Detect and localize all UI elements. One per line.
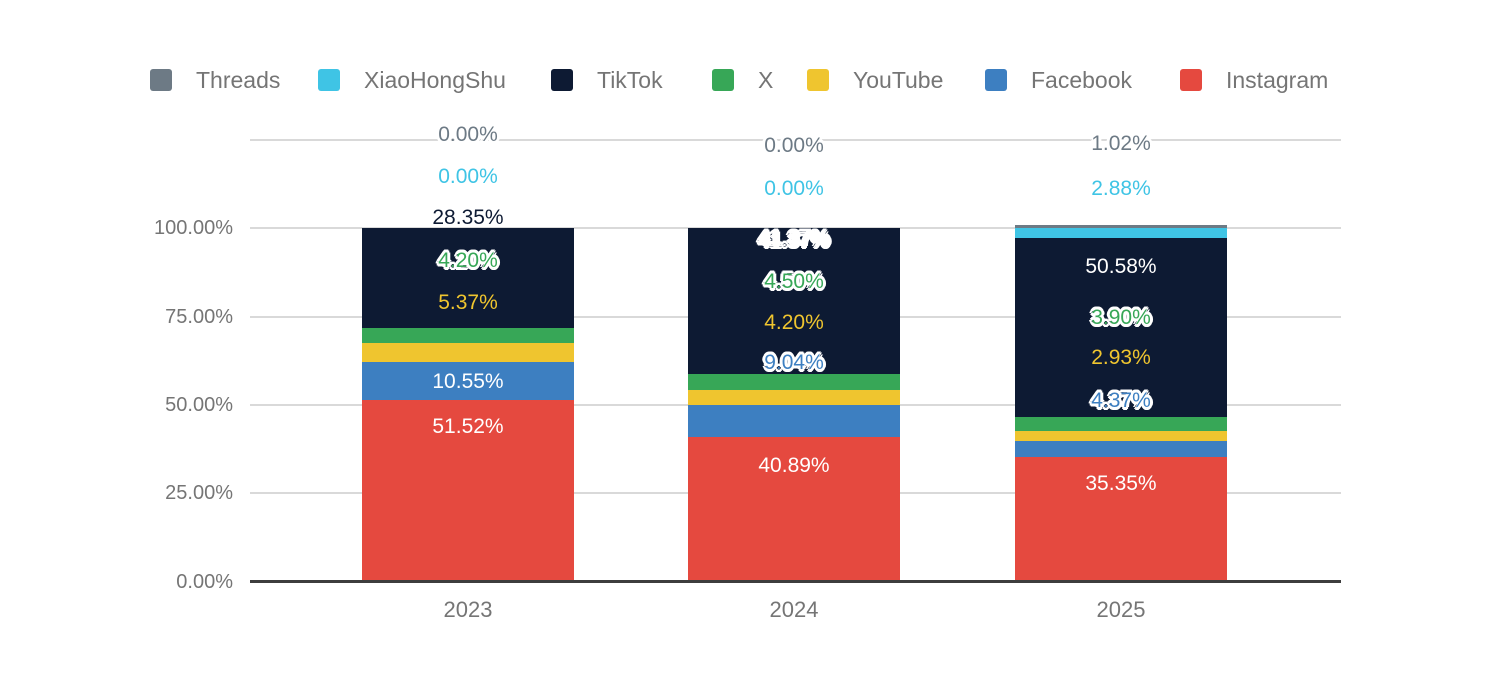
x-axis-label-2025: 2025 [1096,597,1146,622]
legend-label-threads: Threads [196,66,281,93]
data-label-2023-youtube: 5.37% [438,291,498,314]
legend-label-tiktok: TikTok [597,66,663,93]
data-label-2024-x: 4.50% [764,270,824,293]
legend-item-facebook[interactable]: Facebook [985,67,1132,93]
data-label-2025-youtube: 2.93% [1091,346,1151,369]
y-tick-label-100: 100.00% [154,217,233,240]
data-label-2025-threads: 1.02% [1091,132,1151,155]
bar-2024-segment-tiktok[interactable] [688,228,900,375]
data-label-2024-tiktok: 41.37% [758,228,830,251]
gridline-125 [250,139,1341,141]
data-label-2024-threads: 0.00% [764,134,824,157]
legend-swatch-x-icon [712,69,734,91]
legend-label-youtube: YouTube [853,66,944,93]
bar-2023-segment-facebook[interactable] [362,362,574,400]
legend-item-tiktok[interactable]: TikTok [551,67,663,93]
bar-2025-segment-x[interactable] [1015,417,1227,431]
data-label-2024-instagram: 40.89% [758,454,830,477]
bar-2024-segment-x[interactable] [688,374,900,391]
legend-label-xiaohongshu: XiaoHongShu [364,66,506,93]
bar-2025-segment-facebook[interactable] [1015,441,1227,457]
legend-swatch-youtube-icon [807,69,829,91]
legend-item-youtube[interactable]: YouTube [807,67,943,93]
bar-2023-segment-tiktok[interactable] [362,228,574,329]
legend-swatch-facebook-icon [985,69,1007,91]
bar-2025-segment-threads[interactable] [1015,224,1227,229]
x-axis-label-2023: 2023 [443,597,493,622]
data-label-2024-xiaohongshu: 0.00% [764,177,824,200]
data-label-2023-xiaohongshu: 0.00% [438,165,498,188]
x-axis-line [250,580,1341,583]
legend-label-x: X [758,66,774,93]
data-label-2024-youtube: 4.20% [764,311,824,334]
legend-swatch-tiktok-icon [551,69,573,91]
bar-2025-segment-youtube[interactable] [1015,430,1227,442]
legend-swatch-xiaohongshu-icon [318,69,340,91]
data-label-2023-threads: 0.00% [438,123,498,146]
legend-item-xiaohongshu[interactable]: XiaoHongShu [318,67,506,93]
legend-item-x[interactable]: X [712,67,773,93]
legend-label-instagram: Instagram [1226,66,1329,93]
data-label-2025-x: 3.90% [1091,306,1151,329]
data-label-2025-tiktok: 50.58% [1085,255,1157,278]
data-label-2023-facebook: 10.55% [432,370,504,393]
data-label-2025-xiaohongshu: 2.88% [1091,177,1151,200]
x-axis-label-2024: 2024 [769,597,819,622]
bar-2025-segment-instagram[interactable] [1015,456,1227,582]
legend-label-facebook: Facebook [1031,66,1133,93]
bar-2024-segment-instagram[interactable] [688,437,900,582]
bar-2023-segment-youtube[interactable] [362,343,574,363]
y-tick-label-75: 75.00% [165,305,233,328]
bar-2024-segment-youtube[interactable] [688,390,900,406]
bar-2024-segment-facebook[interactable] [688,405,900,438]
data-label-2025-instagram: 35.35% [1085,472,1157,495]
legend-swatch-threads-icon [150,69,172,91]
data-label-2023-instagram: 51.52% [432,415,504,438]
data-label-2024-facebook: 9.04% [764,351,824,374]
y-tick-label-0: 0.00% [176,570,233,593]
bar-2023-segment-instagram[interactable] [362,399,574,582]
legend-swatch-instagram-icon [1180,69,1202,91]
bar-2023-segment-x[interactable] [362,328,574,344]
legend-item-threads[interactable]: Threads [150,67,280,93]
data-label-2023-tiktok: 28.35% [432,206,504,229]
legend-item-instagram[interactable]: Instagram [1180,67,1328,93]
y-tick-label-25: 25.00% [165,482,233,505]
bar-2025-segment-xiaohongshu[interactable] [1015,228,1227,239]
data-label-2025-facebook: 4.37% [1091,389,1151,412]
bar-2025-segment-tiktok[interactable] [1015,238,1227,418]
data-label-2023-x: 4.20% [438,249,498,272]
y-tick-label-50: 50.00% [165,393,233,416]
